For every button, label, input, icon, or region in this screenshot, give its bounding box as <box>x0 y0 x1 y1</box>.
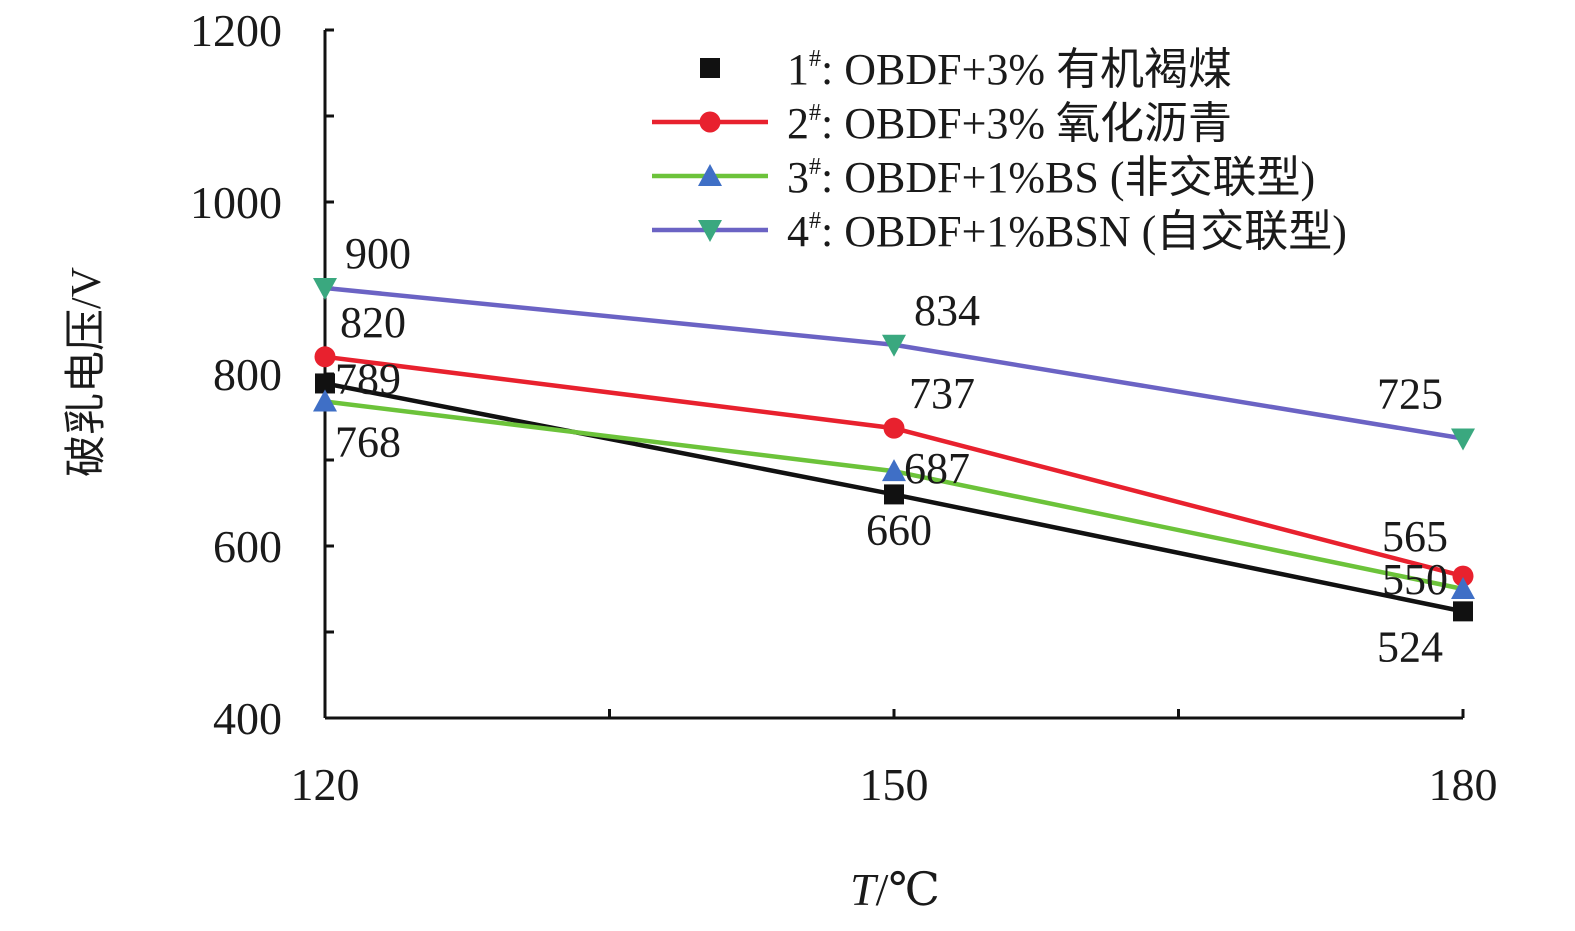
axes: 400 600 800 1000 1200 120 150 180 <box>190 5 1498 810</box>
legend-item-3: 3#: OBDF+1%BS (非交联型) <box>652 153 1315 202</box>
x-axis-title: T/℃ <box>850 864 940 915</box>
legend-marker <box>698 164 722 186</box>
legend-label-superscript: # <box>809 100 821 126</box>
y-tick-label: 1000 <box>190 177 282 228</box>
legend-label-number: 4 <box>787 207 809 256</box>
data-point-s1-180 <box>1453 601 1473 622</box>
legend-item-2: 2#: OBDF+3% 氧化沥青 <box>652 99 1232 148</box>
data-label-s1-180: 524 <box>1377 622 1443 671</box>
data-point-s1-150 <box>884 484 904 505</box>
x-tick-label: 180 <box>1429 759 1498 810</box>
legend-marker <box>699 111 721 133</box>
legend-label-text: : OBDF+3% 有机褐煤 <box>821 45 1232 94</box>
data-label-s4-150: 834 <box>914 286 980 335</box>
legend-item-4: 4#: OBDF+1%BSN (自交联型) <box>652 207 1347 256</box>
data-point-s3-180 <box>1451 577 1475 599</box>
x-tick-label: 150 <box>860 759 929 810</box>
legend-label-superscript: # <box>809 154 821 180</box>
legend-label-number: 1 <box>787 45 809 94</box>
x-axis-title-variable: T <box>850 864 879 915</box>
data-label-s4-120: 900 <box>345 229 411 278</box>
legend-label-number: 2 <box>787 99 809 148</box>
legend-label: 2#: OBDF+3% 氧化沥青 <box>787 99 1232 148</box>
data-point-s4-120 <box>313 278 337 300</box>
legend-label: 3#: OBDF+1%BS (非交联型) <box>787 153 1315 202</box>
data-label-s3-150: 687 <box>904 444 970 493</box>
data-point-s1-120 <box>315 373 335 394</box>
y-tick-label: 600 <box>213 521 282 572</box>
series-markers <box>313 278 1475 622</box>
data-point-s3-120 <box>313 389 337 412</box>
data-label-s2-180: 565 <box>1382 512 1448 561</box>
data-point-s2-150 <box>883 417 905 439</box>
x-tick-label: 120 <box>291 759 360 810</box>
data-label-s3-120: 768 <box>335 418 401 467</box>
data-label-s2-120: 820 <box>340 298 406 347</box>
x-axis-title-unit: /℃ <box>876 864 940 915</box>
data-point-s2-120 <box>314 346 336 368</box>
y-axis-title: 破乳电压/V <box>64 267 110 477</box>
legend-label: 4#: OBDF+1%BSN (自交联型) <box>787 207 1347 256</box>
data-label-s2-150: 737 <box>909 369 975 418</box>
data-point-s4-180 <box>1451 428 1475 451</box>
data-label-s1-120: 789 <box>335 354 401 403</box>
legend-label-superscript: # <box>809 208 821 234</box>
y-tick-label: 400 <box>213 693 282 744</box>
data-label-s1-150: 660 <box>866 505 932 554</box>
legend-label: 1#: OBDF+3% 有机褐煤 <box>787 45 1232 94</box>
legend-label-number: 3 <box>787 153 809 202</box>
legend-label-text: : OBDF+3% 氧化沥青 <box>821 99 1232 148</box>
legend-label-text: : OBDF+1%BS (非交联型) <box>821 153 1315 202</box>
legend-label-text: : OBDF+1%BSN (自交联型) <box>821 207 1347 256</box>
legend-marker <box>698 220 722 242</box>
data-point-s2-180 <box>1452 565 1474 587</box>
data-label-s4-180: 725 <box>1377 370 1443 419</box>
data-point-s4-150 <box>882 334 906 357</box>
data-label-s3-180: 550 <box>1382 555 1448 604</box>
y-tick-label: 1200 <box>190 5 282 56</box>
data-labels: 789 660 524 820 737 565 768 687 550 900 834 725 <box>335 229 1448 671</box>
y-tick-label: 800 <box>213 349 282 400</box>
legend-marker <box>700 58 720 78</box>
legend-item-1: 1#: OBDF+3% 有机褐煤 <box>700 45 1232 94</box>
legend-label-superscript: # <box>809 46 821 72</box>
data-point-s3-150 <box>882 459 906 482</box>
